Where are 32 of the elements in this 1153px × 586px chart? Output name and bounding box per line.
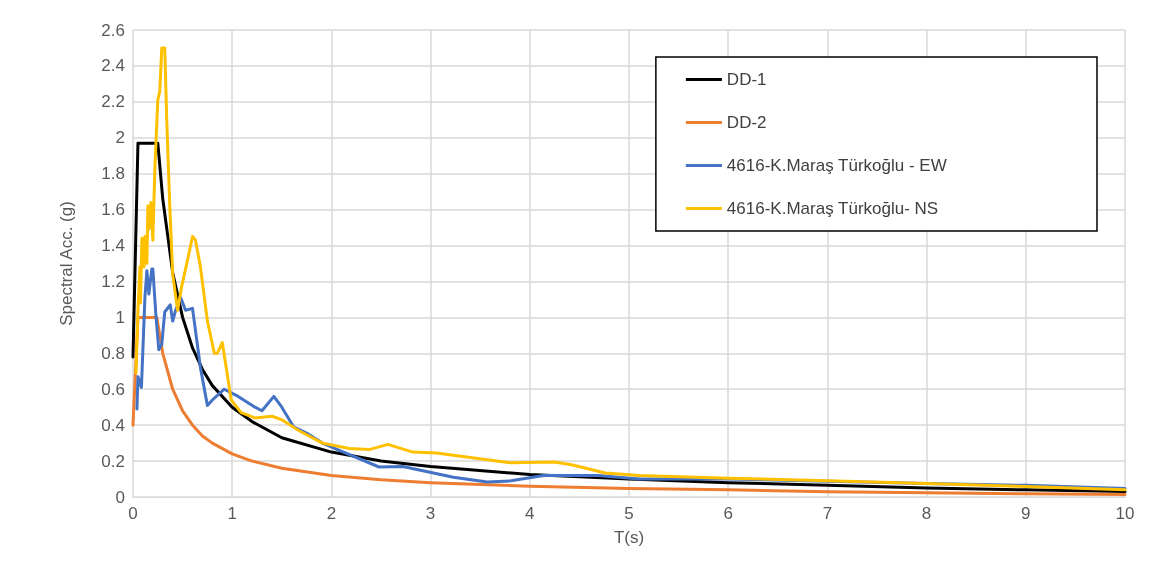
x-tick-label: 6 [723, 504, 733, 523]
y-tick-label: 2.2 [101, 92, 125, 112]
y-tick-label: 0.2 [101, 451, 125, 471]
y-tick-label: 1.2 [101, 271, 125, 291]
x-axis-title: T(s) [613, 528, 645, 547]
legend-label: DD-1 [726, 70, 767, 89]
y-tick-label: 0.6 [101, 379, 125, 399]
y-tick-label: 1.6 [101, 200, 125, 220]
x-tick-label: 0 [128, 504, 138, 523]
x-tick-label: 3 [425, 504, 436, 523]
y-tick-label: 0.4 [101, 415, 125, 435]
x-tick-label: 2 [326, 504, 337, 523]
legend-label: 4616-K.Maraş Türkoğlu- NS [726, 199, 939, 218]
y-tick-label: 2.4 [101, 56, 125, 76]
y-tick-label: 1.4 [101, 236, 125, 256]
y-tick-label: 1.8 [101, 164, 125, 184]
line-series [134, 46, 1127, 492]
legend-label: 4616-K.Maraş Türkoğlu - EW [726, 156, 947, 175]
legend-label: DD-2 [726, 113, 767, 132]
y-tick-label: 2 [115, 128, 125, 148]
x-tick-label: 7 [822, 504, 833, 523]
y-tick-label: 0 [115, 487, 125, 507]
y-axis-title: Spectral Acc. (g) [57, 201, 76, 326]
x-tick-label: 8 [921, 504, 932, 523]
x-tick-label: 9 [1021, 504, 1031, 523]
y-tick-label: 2.6 [101, 20, 125, 40]
y-tick-label: 1 [115, 307, 125, 327]
y-tick-label: 0.8 [101, 343, 125, 363]
x-tick-label: 4 [525, 504, 535, 523]
x-tick-label: 1 [227, 504, 237, 523]
x-tick-label: 10 [1115, 504, 1135, 523]
x-tick-label: 5 [624, 504, 634, 523]
